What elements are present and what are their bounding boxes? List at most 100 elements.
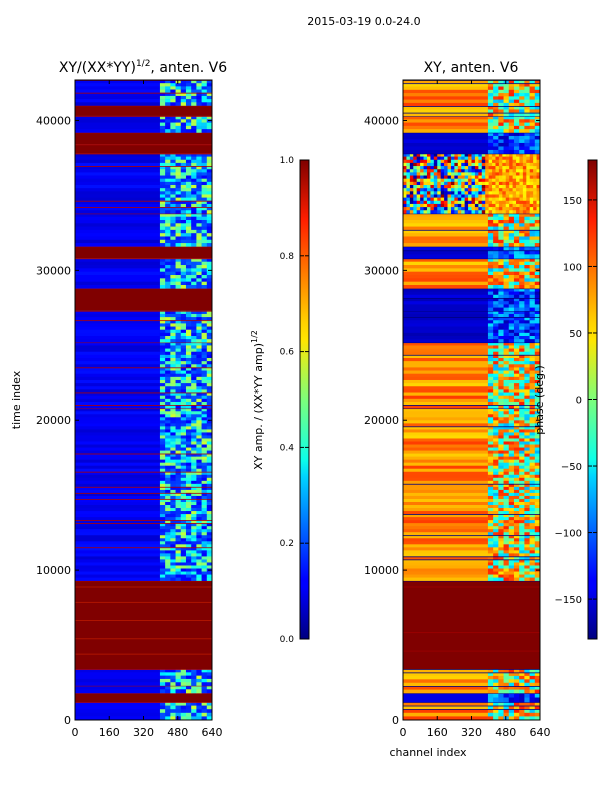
heatmap-cell [185, 712, 192, 717]
heatmap-cell [509, 181, 513, 186]
heatmap-cell [201, 411, 208, 415]
heatmap-cell [457, 153, 462, 157]
heatmap-cell [493, 529, 499, 533]
heatmap-cell [487, 125, 494, 130]
heatmap-cell [529, 447, 536, 451]
heatmap-cell [403, 271, 488, 276]
heatmap-cell [529, 514, 536, 518]
heatmap-cell [185, 213, 192, 217]
heatmap-cell [206, 376, 212, 381]
heatmap-cell [526, 175, 531, 179]
heatmap-cell [474, 162, 479, 167]
heatmap-cell [529, 471, 536, 476]
heatmap-cell [493, 132, 499, 137]
heatmap-cell [457, 188, 462, 192]
heatmap-cell [191, 342, 197, 346]
heatmap-cell [505, 210, 510, 214]
heatmap-cell [503, 367, 510, 371]
heatmap-cell [524, 307, 530, 312]
heatmap-cell [487, 336, 494, 340]
heatmap-cell [409, 191, 414, 195]
heatmap-cell [524, 389, 530, 393]
heatmap-cell [206, 501, 212, 506]
heatmap-line [75, 693, 212, 694]
heatmap-cell [450, 194, 455, 198]
heatmap-cell [505, 153, 510, 157]
heatmap-cell [488, 153, 493, 157]
heatmap-cell [534, 301, 540, 305]
heatmap-cell [403, 175, 407, 179]
heatmap-cell [471, 188, 476, 192]
heatmap-cell [75, 556, 160, 560]
heatmap-cell [180, 119, 187, 123]
heatmap-cell [508, 310, 515, 315]
heatmap-cell [403, 159, 407, 164]
heatmap-cell [433, 159, 438, 164]
heatmap-cell [498, 392, 504, 396]
heatmap-cell [191, 523, 197, 527]
heatmap-cell [522, 207, 527, 211]
heatmap-cell [498, 345, 504, 349]
heatmap-cell [488, 207, 493, 211]
heatmap-cell [468, 153, 472, 157]
heatmap-cell [191, 213, 197, 217]
heatmap-cell [185, 268, 192, 272]
heatmap-cell [519, 361, 525, 365]
heatmap-cell [444, 178, 448, 183]
heatmap-cell [519, 495, 525, 500]
heatmap-cell [159, 417, 166, 421]
heatmap-cell [185, 345, 192, 349]
heatmap-cell [201, 376, 208, 381]
heatmap-cell [519, 532, 525, 536]
heatmap-cell [196, 216, 202, 221]
heatmap-cell [159, 281, 166, 286]
heatmap-cell [165, 435, 171, 439]
heatmap-cell [430, 197, 435, 202]
heatmap-cell [519, 285, 525, 289]
heatmap-cell [513, 568, 520, 572]
heatmap-cell [487, 239, 494, 244]
heatmap-cell [206, 373, 212, 378]
heatmap-cell [75, 178, 160, 183]
heatmap-cell [508, 115, 515, 120]
heatmap-cell [191, 99, 197, 103]
heatmap-cell [175, 498, 182, 503]
heatmap-cell [403, 200, 407, 205]
heatmap-cell [468, 191, 472, 195]
heatmap-cell [487, 501, 494, 506]
heatmap-cell [185, 689, 192, 694]
heatmap-cell [201, 432, 208, 436]
heatmap-cell [503, 89, 510, 94]
heatmap-cell [487, 354, 494, 359]
heatmap-cell [185, 125, 192, 130]
heatmap-cell [206, 200, 212, 205]
heatmap-cell [403, 313, 488, 318]
heatmap-cell [534, 233, 540, 237]
heatmap-cell [529, 307, 536, 312]
heatmap-cell [159, 197, 166, 202]
heatmap-cell [180, 159, 187, 164]
heatmap-cell [170, 389, 176, 393]
heatmap-cell [175, 317, 182, 321]
heatmap-cell [450, 175, 455, 179]
heatmap-cell [508, 307, 515, 312]
heatmap-cell [185, 417, 192, 421]
heatmap-cell [201, 261, 208, 266]
heatmap-cell [508, 517, 515, 521]
heatmap-cell [191, 125, 197, 130]
heatmap-cell [503, 323, 510, 327]
heatmap-cell [185, 398, 192, 403]
heatmap-cell [175, 492, 182, 497]
heatmap-cell [206, 423, 212, 427]
heatmap-cell [503, 223, 510, 227]
heatmap-cell [503, 712, 510, 717]
heatmap-cell [170, 523, 176, 527]
heatmap-cell [529, 423, 536, 427]
heatmap-cell [488, 197, 493, 202]
heatmap-cell [503, 376, 510, 381]
right-heatmap [403, 80, 540, 720]
heatmap-cell [513, 498, 520, 503]
heatmap-cell [529, 672, 536, 677]
heatmap-cell [75, 559, 160, 563]
